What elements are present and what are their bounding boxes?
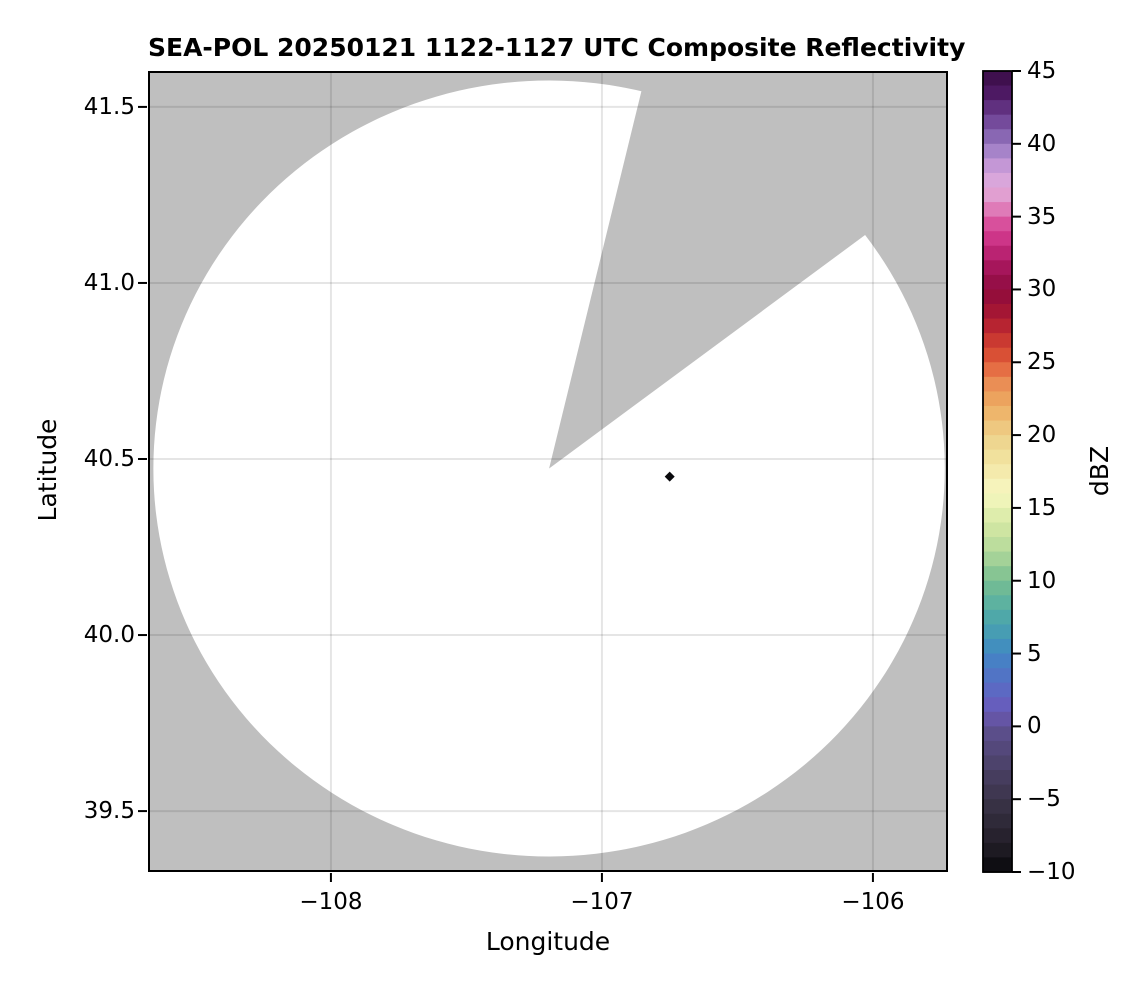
colorbar-band <box>983 245 1012 262</box>
colorbar-band <box>983 580 1012 596</box>
colorbar-band <box>983 260 1012 276</box>
colorbar-tick-label: −10 <box>1027 859 1076 885</box>
colorbar-band <box>983 85 1012 101</box>
y-tick-label: 40.5 <box>83 446 135 472</box>
colorbar-band <box>983 435 1012 451</box>
colorbar-tick-label: 0 <box>1027 713 1042 740</box>
colorbar-band <box>983 158 1012 174</box>
colorbar-band <box>983 304 1012 320</box>
colorbar-band <box>983 231 1012 247</box>
colorbar-band <box>983 653 1012 669</box>
colorbar-band <box>983 668 1012 684</box>
colorbar-band <box>983 202 1012 218</box>
colorbar-band <box>983 289 1012 305</box>
colorbar-band <box>983 114 1012 130</box>
x-tick-label: −106 <box>841 889 905 915</box>
colorbar-tick-label: 40 <box>1027 130 1057 157</box>
colorbar-band <box>983 333 1012 349</box>
colorbar-band <box>983 828 1012 844</box>
colorbar-band <box>983 842 1012 859</box>
colorbar-band <box>983 609 1012 626</box>
colorbar-band <box>983 187 1012 203</box>
colorbar-title: dBZ <box>1085 445 1114 497</box>
colorbar-band <box>983 857 1012 873</box>
colorbar-band <box>983 449 1012 465</box>
colorbar-band <box>983 638 1012 655</box>
colorbar-band <box>983 362 1012 378</box>
colorbar-band <box>983 274 1012 291</box>
colorbar-band <box>983 784 1012 800</box>
colorbar-band <box>983 318 1012 334</box>
plot-border <box>148 71 948 872</box>
colorbar-tick-label: 15 <box>1027 494 1057 521</box>
colorbar-band <box>983 537 1012 553</box>
colorbar-band <box>983 376 1012 393</box>
colorbar-band <box>983 216 1012 232</box>
colorbar-band <box>983 493 1012 509</box>
colorbar-tick-label: 35 <box>1027 203 1057 230</box>
colorbar-tick-label: 20 <box>1027 422 1057 449</box>
colorbar-band <box>983 507 1012 524</box>
radar-coverage-area <box>153 80 945 857</box>
colorbar-band <box>983 595 1012 611</box>
colorbar-band <box>983 624 1012 640</box>
colorbar-band <box>983 813 1012 830</box>
colorbar-band <box>983 405 1012 422</box>
colorbar-band <box>983 172 1012 189</box>
x-tick-label: −108 <box>299 889 363 915</box>
x-tick-label: −107 <box>570 889 634 915</box>
x-axis-title: Longitude <box>485 927 611 956</box>
y-tick-label: 40.0 <box>83 622 135 649</box>
colorbar-band <box>983 682 1012 698</box>
colorbar-band <box>983 770 1012 786</box>
colorbar-frame <box>982 70 1013 873</box>
y-tick-label: 41.0 <box>83 269 135 296</box>
colorbar-band <box>983 566 1012 582</box>
colorbar-band <box>983 697 1012 713</box>
colorbar-tick-label: 30 <box>1027 276 1057 303</box>
colorbar-band <box>983 551 1012 567</box>
colorbar-tick-label: 5 <box>1027 640 1042 667</box>
colorbar-band <box>983 711 1012 728</box>
colorbar-band <box>983 143 1012 160</box>
colorbar-band <box>983 740 1012 757</box>
colorbar-band <box>983 100 1012 116</box>
chart-title: SEA-POL 20250121 1122-1127 UTC Composite… <box>148 33 966 62</box>
colorbar-tick-label: −5 <box>1027 786 1061 813</box>
colorbar-band <box>983 129 1012 145</box>
colorbar-band <box>983 799 1012 815</box>
colorbar-band <box>983 71 1012 87</box>
colorbar-band <box>983 420 1012 436</box>
colorbar-tick-label: 45 <box>1027 58 1057 84</box>
colorbar-band <box>983 478 1012 495</box>
colorbar-band <box>983 726 1012 742</box>
colorbar-band <box>983 347 1012 363</box>
colorbar-tick-label: 25 <box>1027 349 1057 376</box>
colorbar-tick-label: 10 <box>1027 567 1057 594</box>
reflectivity-echo <box>664 471 675 482</box>
colorbar-band <box>983 464 1012 480</box>
y-tick-label: 39.5 <box>83 798 135 825</box>
y-tick-label: 41.5 <box>83 93 135 120</box>
colorbar-band <box>983 755 1012 771</box>
colorbar-band <box>983 391 1012 407</box>
colorbar-band <box>983 522 1012 538</box>
